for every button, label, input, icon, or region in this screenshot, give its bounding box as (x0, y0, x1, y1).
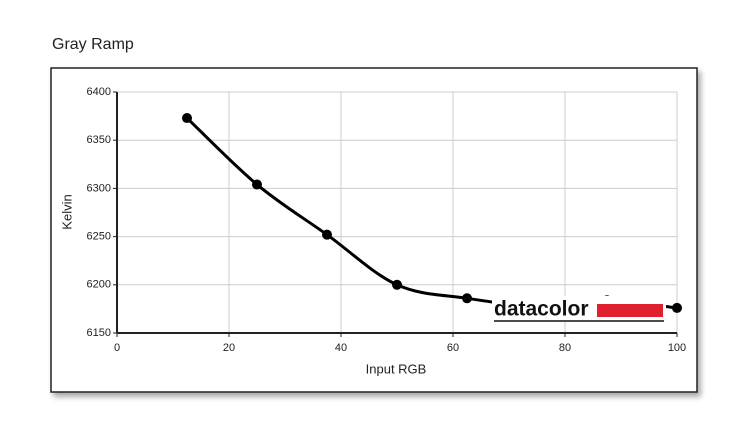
logo-text: datacolor (494, 298, 589, 321)
data-point (322, 229, 332, 240)
data-point (392, 279, 402, 290)
data-point (182, 113, 192, 124)
y-tick-label: 6150 (87, 327, 111, 339)
x-axis-label: Input RGB (366, 361, 427, 376)
chart-frame (50, 67, 698, 393)
y-tick-label: 6350 (87, 134, 111, 146)
logo-bar (597, 304, 663, 317)
data-point (672, 302, 682, 313)
grid: 6150 6200 6250 6300 6350 6400 0 20 40 60 80 100 (87, 86, 687, 354)
x-tick-label: 80 (559, 342, 571, 354)
x-tick-label: 40 (335, 342, 347, 354)
y-axis-label: Kelvin (59, 194, 74, 229)
y-tick-label: 6400 (87, 86, 111, 98)
y-tick-label: 6200 (87, 279, 111, 291)
y-tick-label: 6300 (87, 182, 111, 194)
y-tick-label: 6250 (87, 231, 111, 243)
x-tick-label: 60 (447, 342, 459, 354)
x-tick-label: 100 (668, 342, 686, 354)
data-point (462, 293, 472, 304)
data-point (252, 179, 262, 190)
x-tick-label: 0 (114, 342, 120, 354)
chart-title: Gray Ramp (52, 36, 134, 53)
x-tick-label: 20 (223, 342, 235, 354)
logo: datacolor (492, 296, 666, 322)
